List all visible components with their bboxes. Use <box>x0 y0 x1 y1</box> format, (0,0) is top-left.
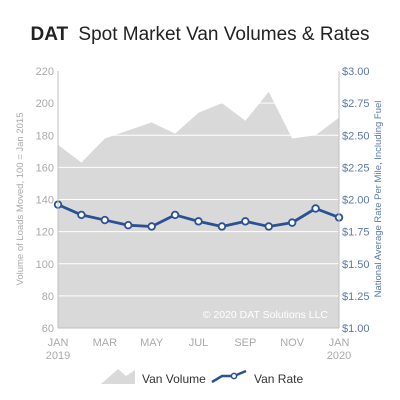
x-tick-label: SEP <box>234 337 256 349</box>
van-rate-point <box>124 220 133 230</box>
left-tick-label: 140 <box>36 195 54 207</box>
right-tick-label: $2.50 <box>342 130 370 142</box>
legend-line-marker <box>230 372 238 380</box>
right-tick-label: $2.25 <box>342 162 370 174</box>
left-tick-label: 180 <box>36 130 54 142</box>
legend-label-van-rate: Van Rate <box>254 372 303 386</box>
legend: Van Volume Van Rate <box>101 369 303 386</box>
legend-area-swatch <box>101 369 135 384</box>
van-rate-point <box>77 210 86 220</box>
van-rate-point <box>264 222 273 231</box>
left-tick-label: 220 <box>36 66 54 78</box>
van-rate-point <box>287 218 297 227</box>
van-rate-point <box>241 217 250 226</box>
van-rate-point <box>147 222 156 231</box>
left-tick-label: 60 <box>42 323 54 335</box>
left-tick-label: 120 <box>36 227 54 239</box>
title-rest: Spot Market Van Volumes & Rates <box>78 24 369 45</box>
right-tick-label: $1.00 <box>342 323 370 335</box>
x-tick-label: MAR <box>93 337 118 349</box>
series-area-van-volume <box>58 91 339 328</box>
x-tick-label: NOV <box>280 337 305 349</box>
right-tick-label: $1.50 <box>342 259 370 271</box>
right-tick-label: $3.00 <box>342 66 370 78</box>
x-tick-label: MAY <box>140 337 164 349</box>
x-tick-label: JUL <box>189 337 209 349</box>
van-rate-point <box>100 215 110 225</box>
legend-line-swatch <box>211 369 247 384</box>
x-tick-year-label: 2019 <box>46 350 70 362</box>
left-tick-label: 80 <box>42 291 54 303</box>
right-tick-label: $2.00 <box>342 195 370 207</box>
right-tick-label: $1.25 <box>342 291 370 303</box>
van-rate-point <box>194 217 203 226</box>
van-rate-point <box>217 222 227 231</box>
right-tick-label: $2.75 <box>342 98 370 110</box>
right-tick-label: $1.75 <box>342 227 370 239</box>
x-tick-label: JAN <box>48 337 69 349</box>
left-tick-label: 200 <box>36 98 54 110</box>
x-tick-label: JAN <box>329 337 350 349</box>
van-rate-point <box>170 210 180 220</box>
title-brand: DAT <box>30 24 68 45</box>
watermark: © 2020 DAT Solutions LLC <box>203 309 329 321</box>
left-tick-label: 100 <box>36 259 54 271</box>
right-axis-label: National Average Rate Per Mile, Includin… <box>373 101 384 298</box>
plot-area <box>53 70 344 328</box>
chart-title: DAT Spot Market Van Volumes & Rates <box>30 24 369 45</box>
axes: 60 80 100 120 140 160 180 200 220 $1.00 $1.25 $1.50… <box>36 66 370 362</box>
van-rate-point <box>311 204 320 213</box>
x-tick-year-label: 2020 <box>327 350 351 362</box>
left-tick-label: 160 <box>36 162 54 174</box>
left-axis-label: Volume of Loads Moved, 100 = Jan 2015 <box>15 113 26 286</box>
legend-label-van-volume: Van Volume <box>142 372 206 386</box>
